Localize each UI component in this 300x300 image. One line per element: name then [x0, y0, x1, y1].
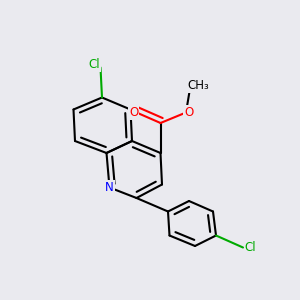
Text: O: O [129, 106, 138, 119]
Text: Cl: Cl [89, 58, 100, 71]
Text: O: O [184, 106, 194, 119]
Text: CH₃: CH₃ [187, 79, 209, 92]
Text: N: N [105, 181, 114, 194]
Text: Cl: Cl [245, 241, 256, 254]
